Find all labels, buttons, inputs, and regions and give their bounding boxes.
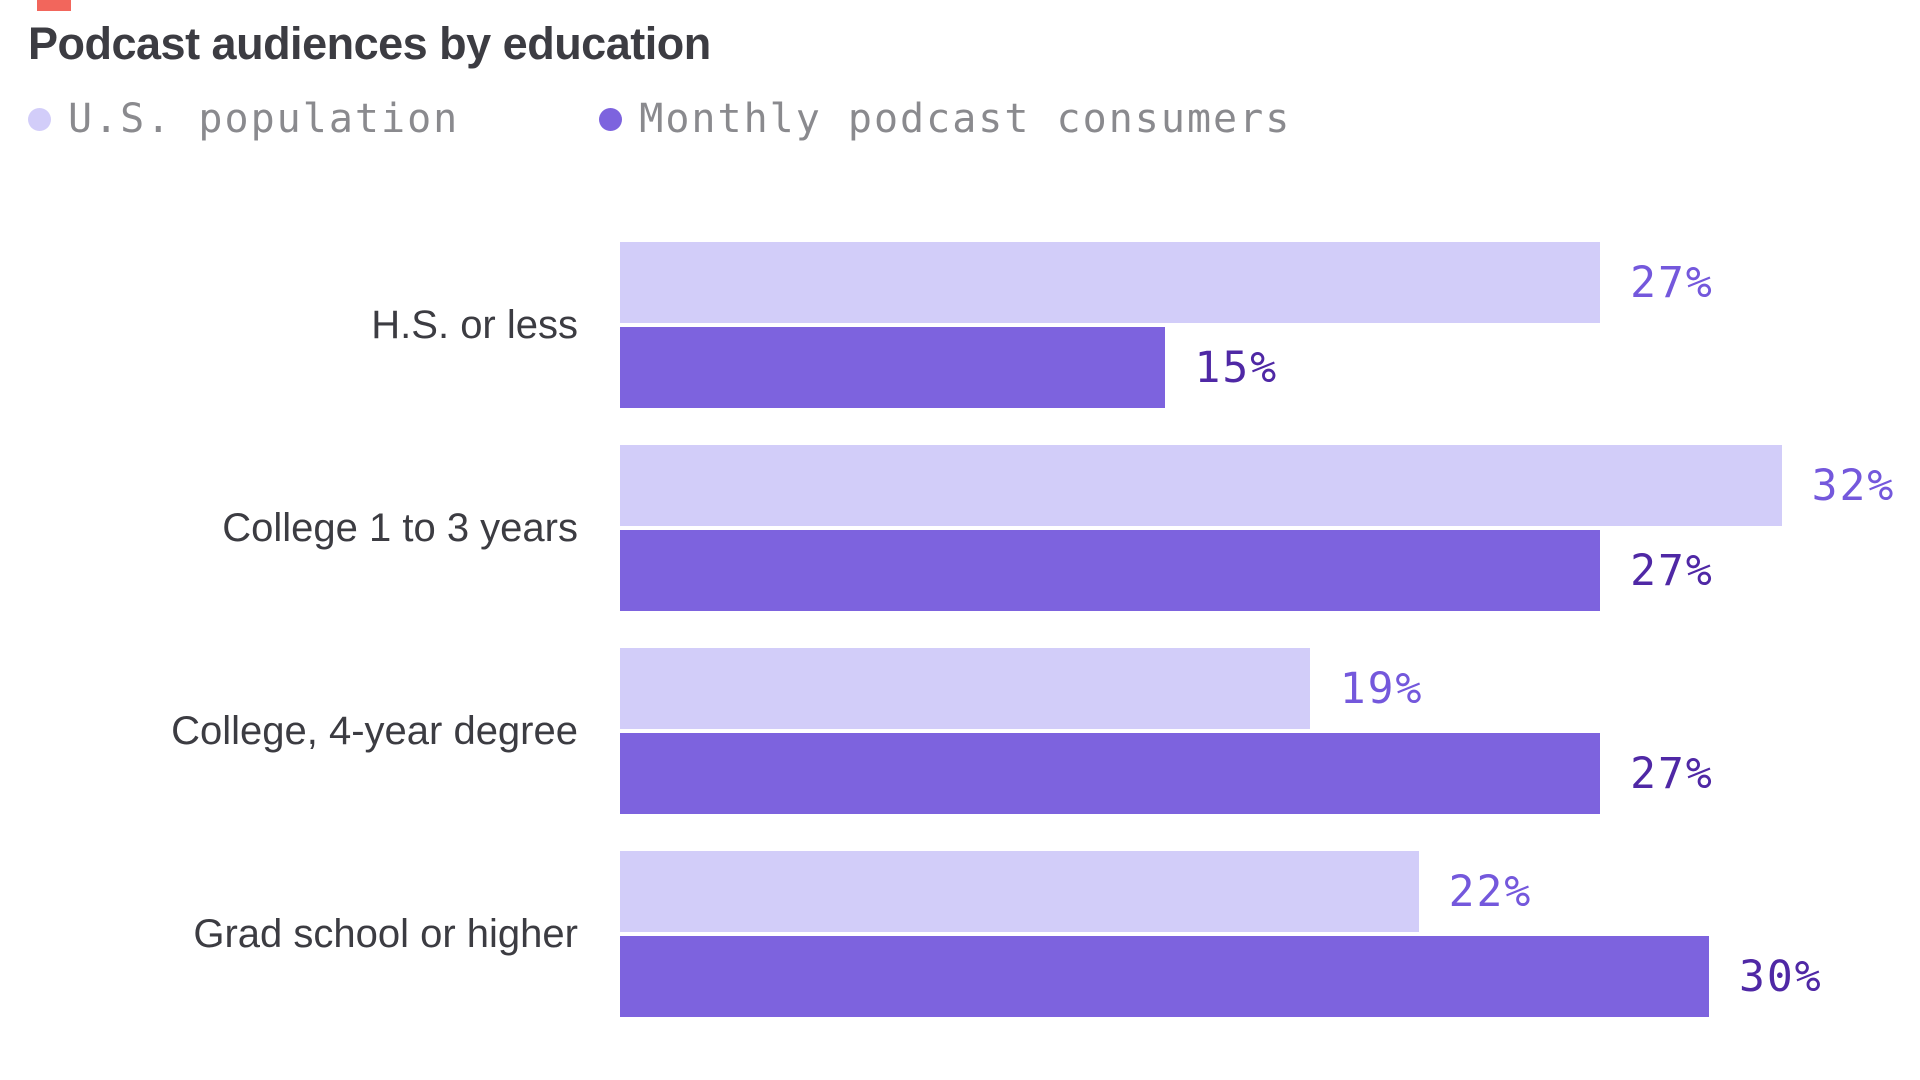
legend-dot-monthly-podcast-consumers-icon (599, 107, 623, 131)
value-label: 19% (1339, 663, 1424, 714)
bar-monthly-podcast-consumers (620, 733, 1601, 814)
legend-item-us-population: U.S. population (28, 96, 459, 142)
chart-row: H.S. or less 27% 15% (0, 242, 1920, 408)
chart-row: College, 4-year degree 19% 27% (0, 648, 1920, 814)
bar-line: 22% (620, 851, 1920, 932)
legend-item-monthly-podcast-consumers: Monthly podcast consumers (599, 96, 1291, 142)
chart-row: Grad school or higher 22% 30% (0, 851, 1920, 1017)
bar-us-population (620, 851, 1419, 932)
legend-dot-us-population-icon (28, 107, 51, 131)
bar-monthly-podcast-consumers (620, 530, 1601, 611)
bar-group: 27% 15% (620, 242, 1920, 408)
legend: U.S. population Monthly podcast consumer… (28, 96, 1920, 142)
bar-line: 27% (620, 530, 1920, 611)
category-label: H.S. or less (371, 302, 578, 347)
bar-group: 19% 27% (620, 648, 1920, 814)
value-label: 27% (1630, 257, 1714, 308)
value-label: 15% (1194, 342, 1279, 393)
category-label: College, 4-year degree (171, 708, 578, 753)
legend-label-monthly-podcast-consumers: Monthly podcast consumers (639, 96, 1292, 142)
chart-title: Podcast audiences by education (28, 18, 711, 69)
value-label: 30% (1739, 951, 1823, 1002)
value-label: 32% (1811, 460, 1896, 511)
bar-line: 27% (620, 242, 1920, 323)
accent-mark (37, 0, 71, 11)
bar-line: 19% (620, 648, 1920, 729)
category-label: Grad school or higher (193, 911, 578, 956)
value-label: 22% (1448, 866, 1533, 917)
category-label: College 1 to 3 years (222, 505, 578, 550)
chart-row: College 1 to 3 years 32% 27% (0, 445, 1920, 611)
bar-group: 32% 27% (620, 445, 1920, 611)
bar-chart: H.S. or less 27% 15% College 1 to 3 years 32… (0, 242, 1920, 1017)
value-label: 27% (1630, 545, 1714, 596)
bar-us-population (620, 648, 1310, 729)
value-label: 27% (1630, 748, 1714, 799)
bar-line: 15% (620, 327, 1920, 408)
bar-line: 30% (620, 936, 1920, 1017)
bar-line: 32% (620, 445, 1920, 526)
bar-monthly-podcast-consumers (620, 936, 1709, 1017)
bar-us-population (620, 242, 1601, 323)
bar-group: 22% 30% (620, 851, 1920, 1017)
bar-us-population (620, 445, 1782, 526)
bar-line: 27% (620, 733, 1920, 814)
legend-label-us-population: U.S. population (68, 96, 460, 142)
bar-monthly-podcast-consumers (620, 327, 1165, 408)
